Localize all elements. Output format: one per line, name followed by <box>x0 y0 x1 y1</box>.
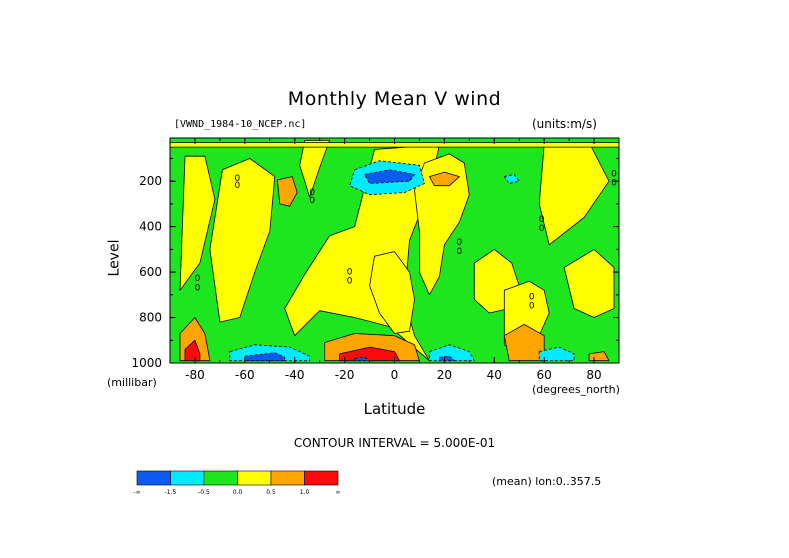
x-tick-label: -40 <box>285 368 305 382</box>
colorbar-label: -0.5 <box>198 489 210 496</box>
contour-region <box>349 160 425 196</box>
x-tick-label: 60 <box>537 368 552 382</box>
contour-label: 0 <box>539 215 545 225</box>
colorbar-label: ∞ <box>336 489 341 496</box>
contour-region <box>170 142 619 148</box>
colorbar-label: 0.5 <box>266 489 276 496</box>
y-tick-label: 200 <box>139 174 162 188</box>
colorbar-swatch <box>304 470 339 486</box>
x-tick-label: -80 <box>185 368 205 382</box>
contour-label: 0 <box>529 292 535 302</box>
contour-region <box>354 356 371 362</box>
colorbar-swatch <box>237 470 272 486</box>
contour-label: 0 <box>347 276 353 286</box>
contour-region <box>428 344 475 362</box>
mean-longitude-label: (mean) lon:0..357.5 <box>492 475 602 488</box>
contour-region <box>364 169 415 184</box>
y-tick-label: 400 <box>139 220 162 234</box>
file-label: [VWND_1984-10_NCEP.nc] <box>174 119 307 130</box>
contour-region <box>563 248 615 318</box>
contour-region <box>284 144 440 362</box>
contour-label: 0 <box>611 170 617 180</box>
contour-region <box>473 248 520 314</box>
contour-label: 0 <box>611 179 617 189</box>
y-tick-label: 600 <box>139 265 162 279</box>
contour-region <box>339 346 400 362</box>
contour-label: 0 <box>456 238 462 248</box>
plot-background <box>170 138 619 363</box>
contour-region <box>229 344 311 362</box>
colorbar-label: 0.0 <box>233 489 243 496</box>
x-tick-label: 40 <box>487 368 502 382</box>
contour-label: 0 <box>347 267 353 277</box>
contour-region <box>299 139 331 198</box>
contour-region <box>538 142 610 246</box>
contour-region <box>276 176 298 207</box>
contour-region <box>369 251 415 334</box>
contour-label: 0 <box>309 188 315 198</box>
units-label: (units:m/s) <box>532 117 597 131</box>
contour-label: 0 <box>195 274 201 284</box>
contour-region <box>179 155 216 291</box>
contour-region <box>179 317 211 362</box>
contour-label: 0 <box>234 174 240 184</box>
colorbar-label: 1.0 <box>300 489 310 496</box>
colorbar-swatch <box>170 470 205 486</box>
x-tick-label: -20 <box>335 368 355 382</box>
colorbar-label: -∞ <box>133 489 140 496</box>
chart-title: Monthly Mean V wind <box>287 88 502 110</box>
colorbar-swatch <box>270 470 305 486</box>
contour-region <box>503 323 545 362</box>
contour-region <box>209 158 276 323</box>
contour-label: 0 <box>456 247 462 257</box>
x-tick-label: 80 <box>586 368 601 382</box>
plot-frame <box>169 137 620 364</box>
y-axis-units: (millibar) <box>107 376 157 389</box>
x-axis-units: (degrees_north) <box>532 383 620 396</box>
contour-region <box>414 153 470 296</box>
contour-region <box>428 171 460 187</box>
colorbar-swatch <box>203 470 238 486</box>
contour-label: 0 <box>309 196 315 206</box>
x-tick-label: 20 <box>437 368 452 382</box>
y-tick-label: 800 <box>139 311 162 325</box>
contour-region <box>588 351 610 362</box>
colorbar-label: -1.5 <box>165 489 177 496</box>
contour-region <box>503 280 550 355</box>
contour-region <box>184 339 201 362</box>
colorbar-swatch <box>136 470 171 486</box>
contour-region <box>438 355 455 362</box>
y-tick-label: 1000 <box>131 356 162 370</box>
y-axis-label: Level <box>106 239 123 277</box>
contour-region <box>324 333 420 362</box>
contour-region <box>538 346 575 362</box>
contour-label: 0 <box>234 181 240 191</box>
contour-region <box>244 352 286 362</box>
contour-label: 0 <box>529 301 535 311</box>
x-tick-label: 0 <box>391 368 399 382</box>
x-axis-label: Latitude <box>363 400 426 418</box>
contour-interval-label: CONTOUR INTERVAL = 5.000E-01 <box>293 436 496 450</box>
contour-label: 0 <box>195 283 201 293</box>
contour-label: 0 <box>539 224 545 234</box>
contour-region <box>503 173 520 184</box>
x-tick-label: -60 <box>235 368 255 382</box>
